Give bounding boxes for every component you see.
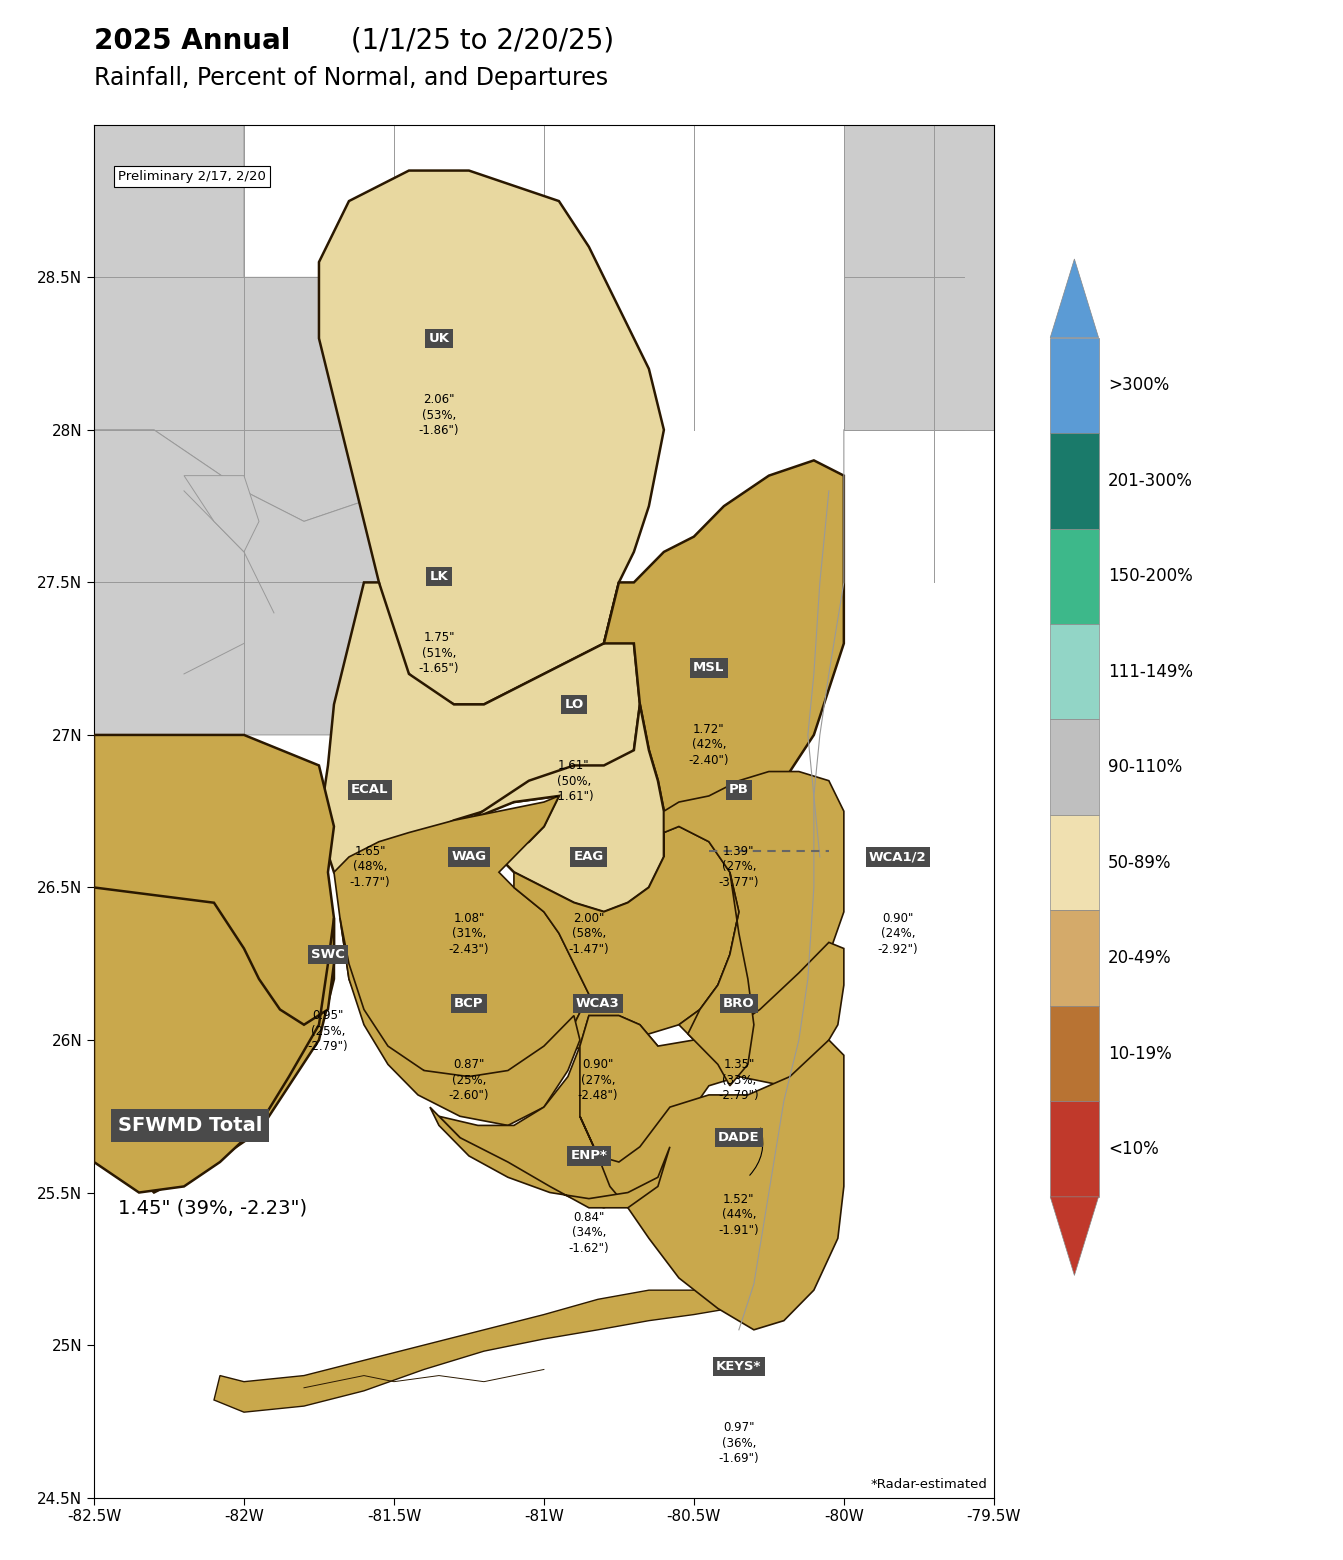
Text: 111-149%: 111-149%: [1108, 663, 1193, 680]
Text: ENP*: ENP*: [571, 1150, 607, 1162]
Text: 201-300%: 201-300%: [1108, 471, 1193, 490]
Text: 1.39"
(27%,
-3.77"): 1.39" (27%, -3.77"): [719, 846, 759, 889]
Text: 1.65"
(48%,
-1.77"): 1.65" (48%, -1.77"): [349, 846, 391, 889]
Text: Rainfall, Percent of Normal, and Departures: Rainfall, Percent of Normal, and Departu…: [94, 67, 608, 90]
Bar: [1050, 911, 1099, 1006]
Text: BRO: BRO: [723, 997, 755, 1009]
Polygon shape: [580, 942, 843, 1187]
Polygon shape: [214, 1284, 739, 1412]
Polygon shape: [1050, 1197, 1099, 1276]
Text: 10-19%: 10-19%: [1108, 1045, 1172, 1062]
Bar: [1050, 434, 1099, 529]
Text: *Radar-estimated: *Radar-estimated: [872, 1479, 988, 1491]
Polygon shape: [580, 1041, 843, 1329]
Polygon shape: [1050, 259, 1099, 337]
Polygon shape: [94, 431, 604, 735]
Polygon shape: [184, 476, 259, 552]
Bar: [1050, 624, 1099, 719]
Text: WCA3: WCA3: [576, 997, 619, 1009]
Polygon shape: [94, 735, 334, 1192]
Text: 2.00"
(58%,
-1.47"): 2.00" (58%, -1.47"): [568, 913, 610, 956]
Polygon shape: [663, 772, 843, 1047]
Polygon shape: [688, 872, 753, 1086]
Text: 2.06"
(53%,
-1.86"): 2.06" (53%, -1.86"): [419, 393, 459, 437]
Polygon shape: [94, 125, 454, 521]
Text: 90-110%: 90-110%: [1108, 758, 1182, 777]
Text: 150-200%: 150-200%: [1108, 568, 1193, 585]
Polygon shape: [320, 170, 663, 705]
Polygon shape: [469, 705, 663, 913]
Text: 0.87"
(25%,
-2.60"): 0.87" (25%, -2.60"): [449, 1058, 489, 1103]
Text: LK: LK: [430, 569, 449, 583]
Polygon shape: [320, 582, 639, 872]
Polygon shape: [430, 1108, 670, 1207]
Text: PB: PB: [729, 783, 749, 796]
Text: 0.95"
(25%,
-2.79"): 0.95" (25%, -2.79"): [308, 1009, 348, 1053]
Text: DADE: DADE: [719, 1131, 760, 1143]
Text: 1.72"
(42%,
-2.40"): 1.72" (42%, -2.40"): [689, 722, 729, 766]
Bar: [1050, 719, 1099, 814]
Text: WCA1/2: WCA1/2: [869, 850, 927, 863]
Text: 1.75"
(51%,
-1.65"): 1.75" (51%, -1.65"): [419, 632, 459, 675]
Text: 2025 Annual: 2025 Annual: [94, 27, 290, 55]
Polygon shape: [439, 1016, 670, 1207]
Polygon shape: [604, 460, 843, 856]
Text: WAG: WAG: [451, 850, 486, 863]
Text: UK: UK: [428, 332, 450, 345]
Text: 1.52"
(44%,
-1.91"): 1.52" (44%, -1.91"): [719, 1192, 759, 1237]
Polygon shape: [514, 827, 739, 1055]
Bar: [1050, 1006, 1099, 1101]
Text: 50-89%: 50-89%: [1108, 853, 1171, 872]
Text: 1.61"
(50%,
-1.61"): 1.61" (50%, -1.61"): [553, 760, 594, 803]
Text: SFWMD Total: SFWMD Total: [118, 1115, 262, 1136]
Text: SWC: SWC: [312, 948, 345, 961]
Polygon shape: [94, 888, 334, 1192]
Text: 0.97"
(36%,
-1.69"): 0.97" (36%, -1.69"): [719, 1421, 759, 1465]
Text: 0.90"
(27%,
-2.48"): 0.90" (27%, -2.48"): [577, 1058, 618, 1103]
Text: KEYS*: KEYS*: [716, 1360, 761, 1373]
Text: 20-49%: 20-49%: [1108, 948, 1172, 967]
Text: MSL: MSL: [693, 661, 725, 674]
Text: (1/1/25 to 2/20/25): (1/1/25 to 2/20/25): [342, 27, 615, 55]
Text: LO: LO: [564, 697, 584, 711]
Text: Preliminary 2/17, 2/20: Preliminary 2/17, 2/20: [118, 170, 266, 183]
Polygon shape: [334, 796, 590, 1076]
Text: 1.45" (39%, -2.23"): 1.45" (39%, -2.23"): [118, 1198, 308, 1217]
Text: EAG: EAG: [573, 850, 604, 863]
Polygon shape: [340, 917, 580, 1125]
Bar: [1050, 814, 1099, 911]
Polygon shape: [94, 735, 244, 1041]
Text: 0.90"
(24%,
-2.92"): 0.90" (24%, -2.92"): [877, 913, 919, 956]
Text: BCP: BCP: [454, 997, 483, 1009]
Text: ECAL: ECAL: [352, 783, 388, 796]
Text: >300%: >300%: [1108, 376, 1170, 395]
Text: 1.35"
(33%,
-2.79"): 1.35" (33%, -2.79"): [719, 1058, 759, 1103]
Bar: [1050, 529, 1099, 624]
Bar: [1050, 337, 1099, 434]
Polygon shape: [843, 125, 994, 431]
Text: 1.08"
(31%,
-2.43"): 1.08" (31%, -2.43"): [449, 913, 489, 956]
Bar: [1050, 1101, 1099, 1197]
Text: <10%: <10%: [1108, 1140, 1159, 1158]
Text: 0.84"
(34%,
-1.62"): 0.84" (34%, -1.62"): [568, 1211, 610, 1254]
